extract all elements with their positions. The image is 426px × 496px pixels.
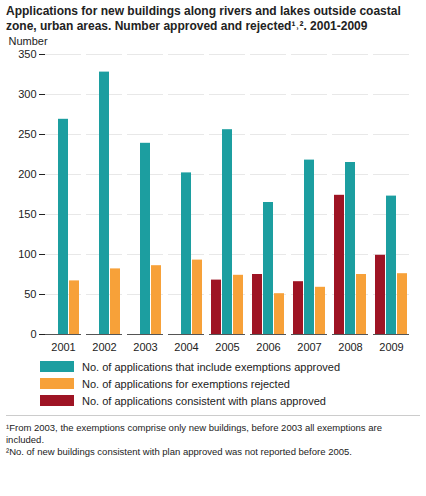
html-text:¹From 2003, the exemptions com: ¹From 2003, the exemptions comprise only…	[6, 422, 382, 445]
svg-text:0: 0	[30, 328, 36, 340]
svg-text:350: 350	[18, 48, 36, 60]
html-text:Applications for new buildings: Applications for new buildings along riv…	[6, 4, 401, 33]
svg-text:50: 50	[24, 288, 36, 300]
html-text:No. of applications that inclu: No. of applications that include exempti…	[82, 360, 341, 373]
svg-text:2003: 2003	[133, 341, 157, 353]
svg-text:200: 200	[18, 168, 36, 180]
svg-text:250: 250	[18, 128, 36, 140]
svg-text:2001: 2001	[51, 341, 75, 353]
svg-text:Number: Number	[9, 35, 48, 47]
svg-text:2008: 2008	[338, 341, 362, 353]
svg-text:300: 300	[18, 88, 36, 100]
html-text:No. of applications for exempt: No. of applications for exemptions rejec…	[82, 377, 290, 390]
svg-text:2004: 2004	[174, 341, 198, 353]
svg-text:2007: 2007	[297, 341, 321, 353]
html-text:No. of applications consistent: No. of applications consistent with plan…	[82, 394, 326, 407]
svg-text:2009: 2009	[379, 341, 403, 353]
svg-text:2005: 2005	[215, 341, 239, 353]
svg-text:150: 150	[18, 208, 36, 220]
svg-text:2006: 2006	[256, 341, 280, 353]
html-text:²No. of new buildings consiste: ²No. of new buildings consistent with pl…	[6, 446, 352, 457]
svg-text:2002: 2002	[92, 341, 116, 353]
svg-text:100: 100	[18, 248, 36, 260]
